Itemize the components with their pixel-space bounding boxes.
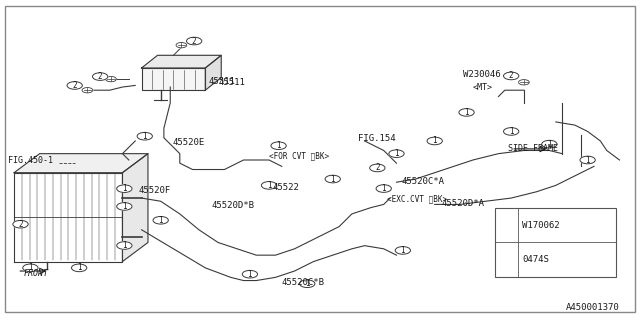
Text: 1: 1 — [122, 241, 127, 250]
Circle shape — [504, 128, 519, 135]
Text: 0474S: 0474S — [522, 255, 549, 264]
Circle shape — [427, 137, 442, 145]
Text: 1: 1 — [122, 184, 127, 193]
Text: 1: 1 — [586, 156, 590, 164]
Circle shape — [580, 156, 595, 164]
Circle shape — [500, 221, 514, 228]
Text: FIG.154: FIG.154 — [358, 134, 396, 143]
Circle shape — [300, 280, 315, 288]
Circle shape — [243, 270, 257, 278]
Text: 1: 1 — [143, 132, 147, 141]
Circle shape — [67, 82, 83, 89]
Circle shape — [116, 185, 132, 193]
Text: <MT>: <MT> — [473, 83, 493, 92]
Circle shape — [106, 76, 116, 82]
Circle shape — [261, 181, 276, 189]
Polygon shape — [141, 55, 221, 68]
Circle shape — [13, 220, 28, 228]
Text: SIDE FRAME: SIDE FRAME — [508, 144, 558, 153]
Text: 1: 1 — [509, 127, 513, 136]
Text: 45511: 45511 — [218, 78, 245, 87]
Circle shape — [325, 175, 340, 183]
Text: 1: 1 — [276, 141, 281, 150]
Circle shape — [518, 80, 529, 85]
Circle shape — [153, 216, 168, 224]
Text: A450001370: A450001370 — [566, 303, 620, 312]
Circle shape — [376, 185, 392, 192]
Polygon shape — [14, 154, 148, 173]
Circle shape — [395, 247, 410, 254]
Text: 1: 1 — [401, 246, 405, 255]
FancyBboxPatch shape — [495, 208, 616, 277]
Text: 1: 1 — [330, 174, 335, 184]
Circle shape — [23, 264, 38, 272]
Text: 2: 2 — [72, 81, 77, 90]
Text: 2: 2 — [18, 220, 23, 229]
Text: W230046: W230046 — [463, 70, 500, 79]
Text: 2: 2 — [375, 164, 380, 172]
Text: <EXC.CVT עBK>: <EXC.CVT עBK> — [387, 194, 447, 203]
Text: 1: 1 — [504, 220, 509, 229]
Text: 1: 1 — [547, 140, 552, 148]
Text: <FOR CVT עBK>: <FOR CVT עBK> — [269, 151, 329, 160]
Text: 1: 1 — [158, 216, 163, 225]
Text: 1: 1 — [77, 263, 81, 272]
Text: 45511: 45511 — [209, 76, 236, 85]
Polygon shape — [141, 68, 205, 90]
Text: 45520E: 45520E — [172, 138, 204, 147]
Text: 45520D*B: 45520D*B — [212, 201, 255, 210]
Circle shape — [500, 256, 514, 263]
Text: 1: 1 — [267, 181, 271, 190]
Text: 45520D*A: 45520D*A — [441, 199, 484, 208]
Circle shape — [271, 142, 286, 149]
Circle shape — [116, 242, 132, 249]
Text: 1: 1 — [305, 279, 310, 288]
Circle shape — [389, 150, 404, 157]
Text: 1: 1 — [28, 263, 33, 272]
Text: 45522: 45522 — [272, 183, 299, 192]
Circle shape — [137, 132, 152, 140]
Circle shape — [186, 37, 202, 45]
Circle shape — [504, 72, 519, 80]
Circle shape — [176, 43, 187, 48]
Text: 1: 1 — [394, 149, 399, 158]
Polygon shape — [122, 154, 148, 261]
Text: 1: 1 — [122, 202, 127, 211]
Polygon shape — [205, 55, 221, 90]
Circle shape — [72, 264, 87, 272]
Text: 1: 1 — [248, 270, 252, 279]
Text: W170062: W170062 — [522, 220, 559, 229]
Circle shape — [116, 203, 132, 210]
Text: 1: 1 — [464, 108, 469, 117]
Circle shape — [82, 88, 93, 93]
Text: 1: 1 — [433, 136, 437, 146]
Text: 45520C*B: 45520C*B — [282, 278, 324, 287]
Circle shape — [370, 164, 385, 172]
Text: 1: 1 — [381, 184, 386, 193]
Text: 45520C*A: 45520C*A — [401, 177, 445, 186]
Text: 45520F: 45520F — [138, 186, 171, 195]
Text: 2: 2 — [98, 72, 102, 81]
Text: 2: 2 — [504, 255, 509, 264]
Circle shape — [93, 73, 108, 80]
Circle shape — [541, 140, 557, 148]
Text: 2: 2 — [509, 71, 513, 80]
Text: FRONT: FRONT — [24, 269, 49, 278]
Text: FIG.450-1: FIG.450-1 — [8, 156, 52, 165]
Circle shape — [459, 108, 474, 116]
Text: 2: 2 — [192, 36, 196, 45]
